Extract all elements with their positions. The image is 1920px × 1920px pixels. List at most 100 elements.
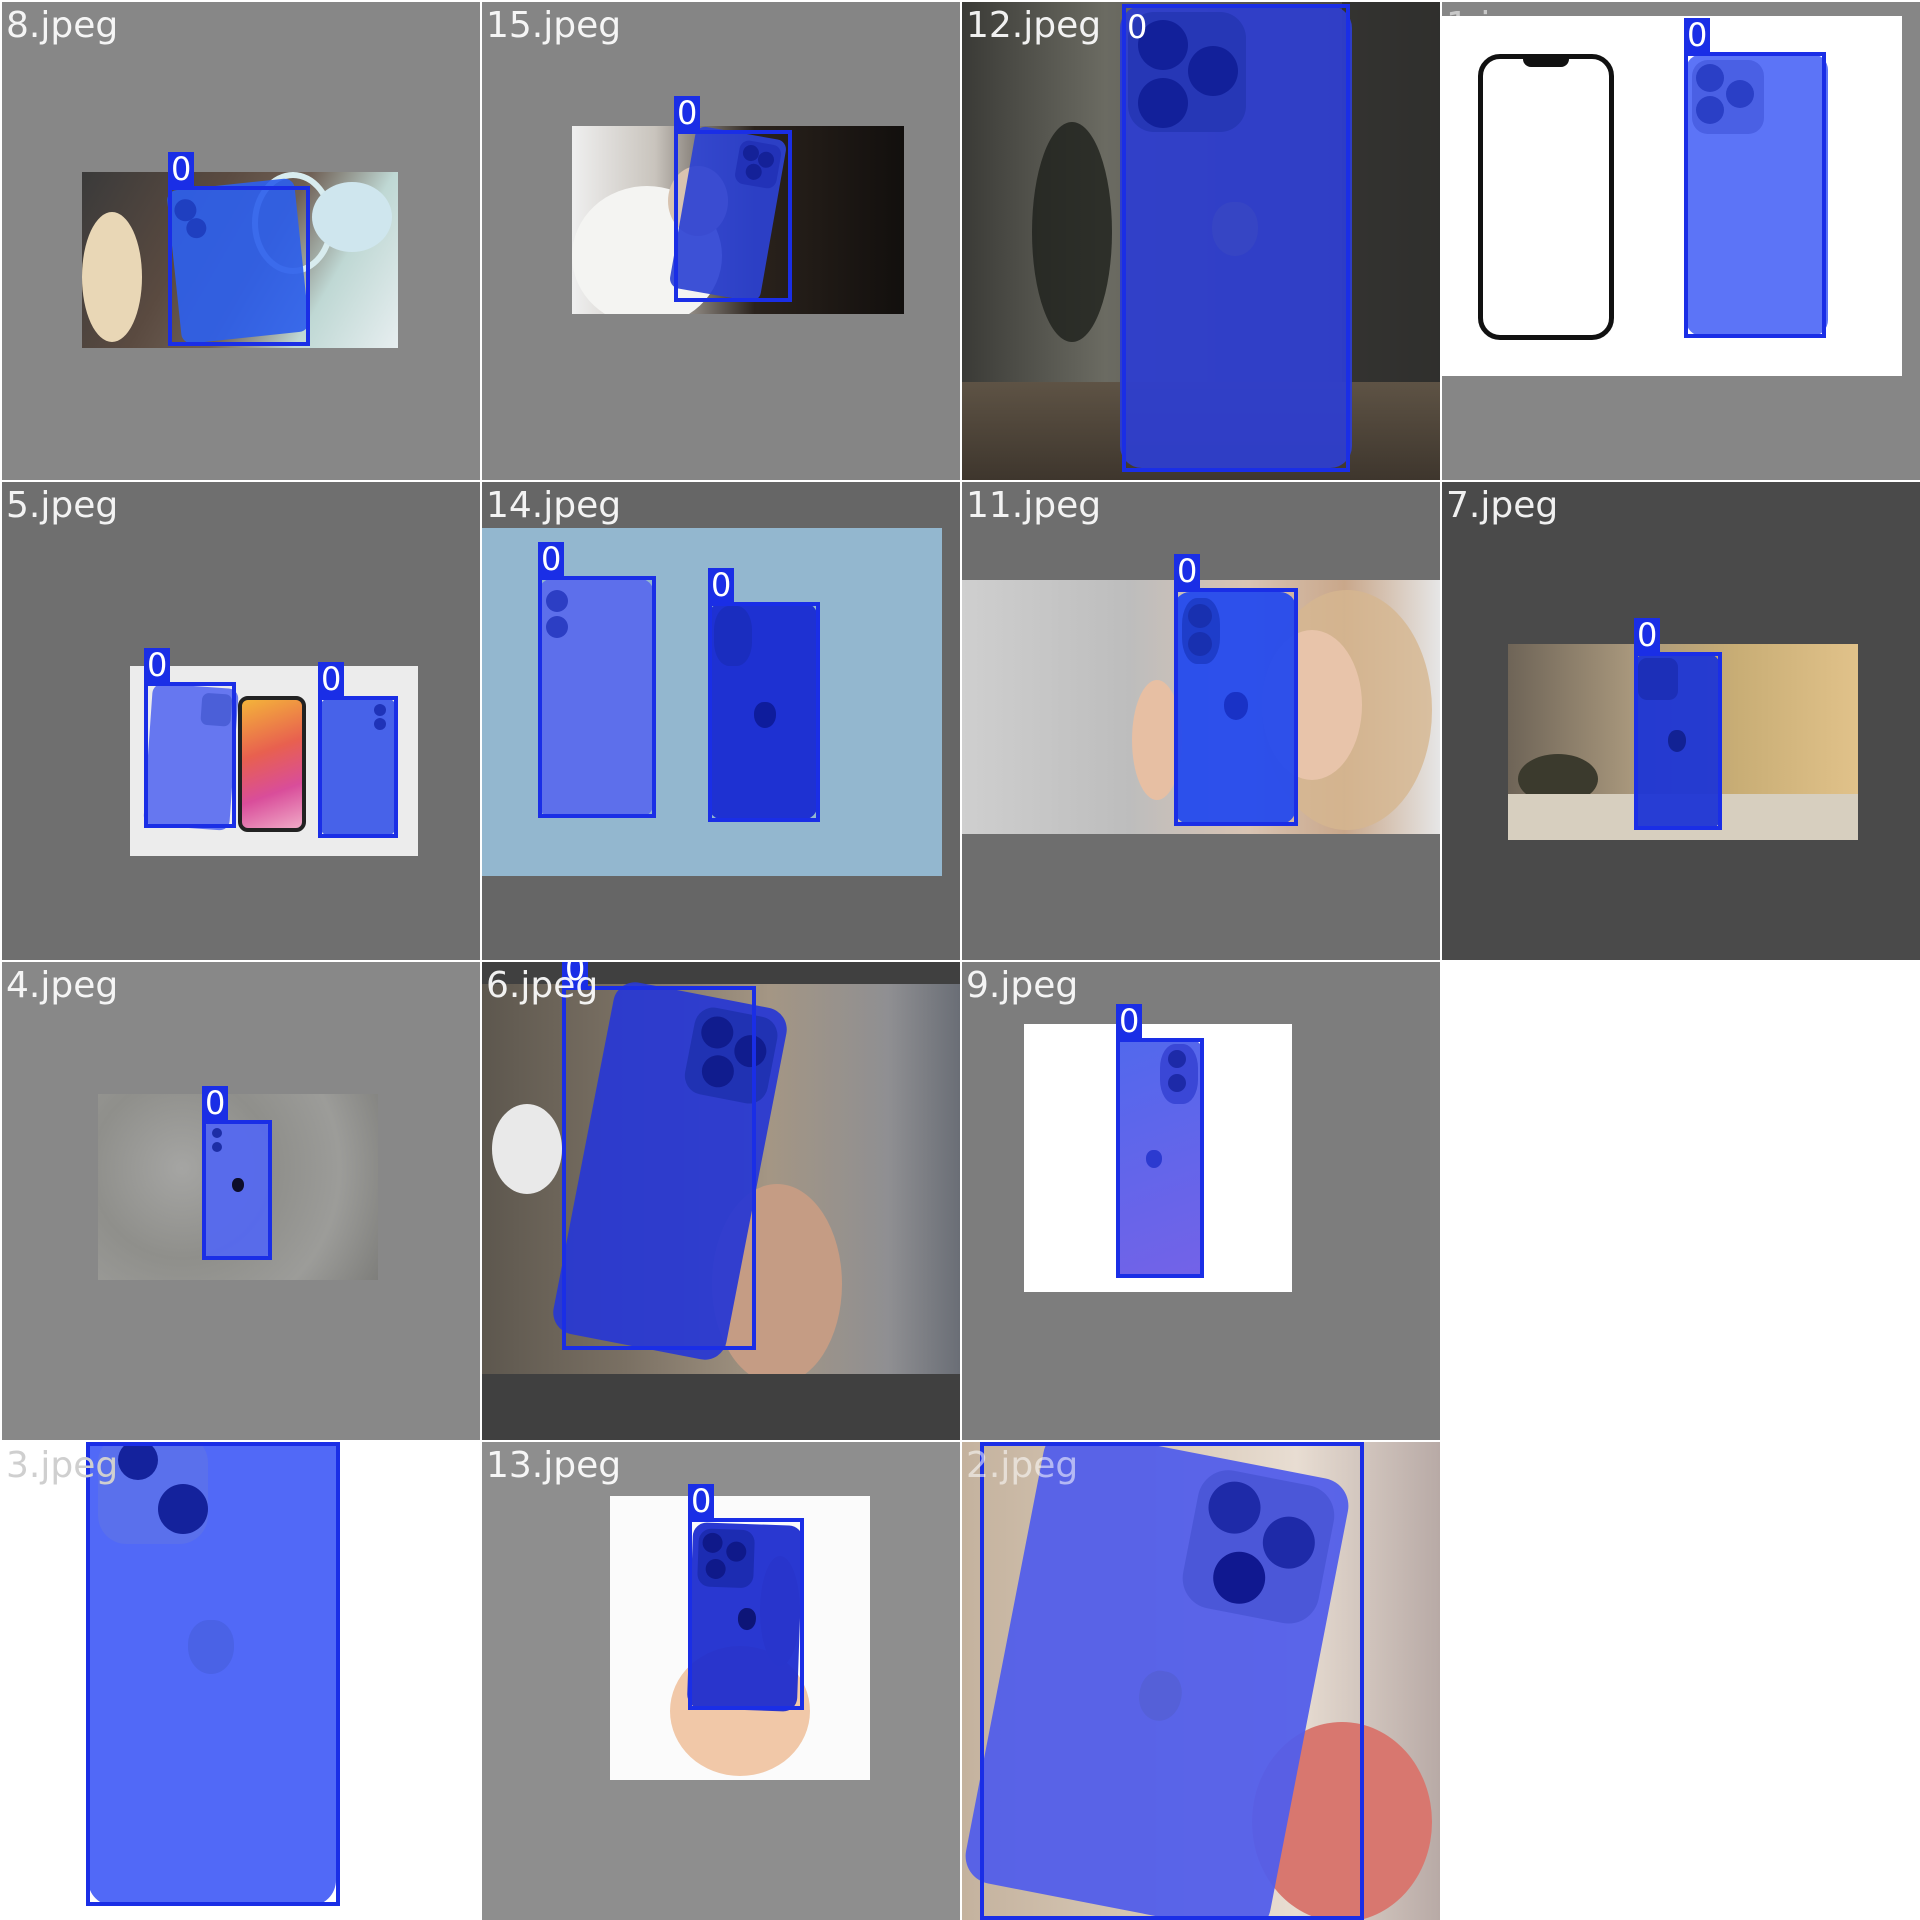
class-label: 0 — [688, 1484, 715, 1518]
class-label: 0 — [1127, 8, 1148, 46]
phone-mask — [1686, 54, 1828, 336]
tile-5-jpeg: 0 0 5.jpeg — [2, 482, 480, 960]
class-label: 0 — [562, 962, 589, 986]
tile-8-jpeg: 0 8.jpeg — [2, 2, 480, 480]
tile-filename: 11.jpeg — [966, 485, 1102, 526]
tile-filename: 2.jpeg — [966, 1445, 1079, 1486]
tile-filename: 9.jpeg — [966, 965, 1079, 1006]
tile-3-jpeg: 0 3.jpeg — [2, 1442, 480, 1920]
tile-filename: 4.jpeg — [6, 965, 119, 1006]
phone-mask — [88, 1442, 336, 1906]
tile-6-jpeg: 0 6.jpeg — [482, 962, 960, 1440]
apple-logo-icon — [1146, 1150, 1162, 1168]
bounding-box: 0 — [1174, 554, 1298, 826]
tile-filename: 13.jpeg — [486, 1445, 622, 1486]
camera-lens-icon — [374, 718, 386, 730]
bounding-box: 0 — [708, 568, 820, 822]
tile-9-jpeg: 0 9.jpeg — [962, 962, 1440, 1440]
class-label: 0 — [1684, 18, 1711, 52]
class-label: 0 — [708, 568, 735, 602]
bounding-box: 0 — [1122, 4, 1350, 472]
class-label: 0 — [1634, 618, 1661, 652]
tile-filename: 15.jpeg — [486, 5, 622, 46]
apple-logo-icon — [1212, 202, 1258, 256]
tile-filename: 1.jpeg — [1446, 5, 1559, 46]
camera-bump — [714, 606, 752, 666]
phone-mask — [1174, 592, 1296, 824]
tile-7-jpeg: 0 7.jpeg — [1442, 482, 1920, 960]
camera-lens-icon — [546, 590, 568, 612]
class-label: 0 — [202, 1086, 229, 1120]
phone-mask — [1634, 654, 1720, 830]
bounding-box: 0 — [980, 1442, 1364, 1920]
bounding-box: 0 — [202, 1086, 272, 1260]
apple-logo-icon — [1668, 730, 1686, 752]
phone-mask — [538, 578, 654, 818]
apple-logo-icon — [188, 1620, 234, 1674]
phone-mask — [320, 698, 396, 836]
tile-12-jpeg: 0 12.jpeg — [962, 2, 1440, 480]
bounding-box: 0 — [318, 662, 398, 838]
camera-lens-icon — [1138, 20, 1188, 70]
phone-front-outline — [1478, 54, 1614, 340]
tile-filename: 5.jpeg — [6, 485, 119, 526]
class-label: 0 — [318, 662, 345, 696]
tile-filename: 3.jpeg — [6, 1445, 119, 1486]
bounding-box: 0 — [538, 542, 656, 818]
phone-mask — [1120, 6, 1352, 468]
camera-lens-icon — [546, 616, 568, 638]
phone-mask — [1116, 1040, 1202, 1278]
tile-15-jpeg: 0 15.jpeg — [482, 2, 960, 480]
tile-13-jpeg: 0 13.jpeg — [482, 1442, 960, 1920]
camera-lens-icon — [1188, 604, 1212, 628]
class-label: 0 — [1116, 1004, 1143, 1038]
camera-lens-icon — [1188, 46, 1238, 96]
bounding-box: 0 — [168, 152, 310, 346]
phone-front-screen — [238, 696, 306, 832]
tile-1-jpeg: 0 1.jpeg — [1442, 2, 1920, 480]
tile-filename: 14.jpeg — [486, 485, 622, 526]
bounding-box: 0 — [562, 962, 756, 1350]
camera-lens-icon — [1138, 78, 1188, 128]
apple-logo-icon — [1224, 692, 1248, 720]
apple-logo-icon — [232, 1178, 244, 1192]
bounding-box: 0 — [86, 1442, 340, 1906]
camera-bump — [1638, 658, 1678, 700]
camera-lens-icon — [212, 1142, 222, 1152]
tile-filename: 8.jpeg — [6, 5, 119, 46]
bounding-box: 0 — [1684, 18, 1826, 338]
camera-lens-icon — [158, 1484, 208, 1534]
tile-4-jpeg: 0 4.jpeg — [2, 962, 480, 1440]
class-label: 0 — [980, 1442, 1007, 1446]
camera-lens-icon — [1696, 64, 1724, 92]
phone-mask — [708, 602, 818, 820]
class-label: 0 — [86, 1442, 113, 1446]
apple-logo-icon — [754, 702, 776, 728]
camera-lens-icon — [1726, 80, 1754, 108]
camera-lens-icon — [212, 1128, 222, 1138]
bounding-box: 0 — [1634, 618, 1722, 830]
bounding-box: 0 — [688, 1484, 804, 1710]
class-label: 0 — [538, 542, 565, 576]
phone-mask — [204, 1122, 270, 1258]
bounding-box: 0 — [674, 96, 792, 302]
tile-filename: 7.jpeg — [1446, 485, 1559, 526]
camera-lens-icon — [1168, 1074, 1186, 1092]
tile-filename: 6.jpeg — [486, 965, 599, 1006]
tile-filename: 12.jpeg — [966, 5, 1102, 46]
tile-14-jpeg: 0 0 14.jpeg — [482, 482, 960, 960]
bounding-box: 0 — [1116, 1004, 1204, 1278]
camera-lens-icon — [1188, 632, 1212, 656]
camera-lens-icon — [374, 704, 386, 716]
tile-11-jpeg: 0 11.jpeg — [962, 482, 1440, 960]
class-label: 0 — [1174, 554, 1201, 588]
class-label: 0 — [144, 648, 171, 682]
class-label: 0 — [674, 96, 701, 130]
camera-lens-icon — [1168, 1050, 1186, 1068]
camera-lens-icon — [1696, 96, 1724, 124]
camera-lens-icon — [118, 1442, 158, 1480]
tile-2-jpeg: 0 2.jpeg — [962, 1442, 1440, 1920]
class-label: 0 — [168, 152, 195, 186]
bounding-box: 0 — [144, 648, 236, 828]
